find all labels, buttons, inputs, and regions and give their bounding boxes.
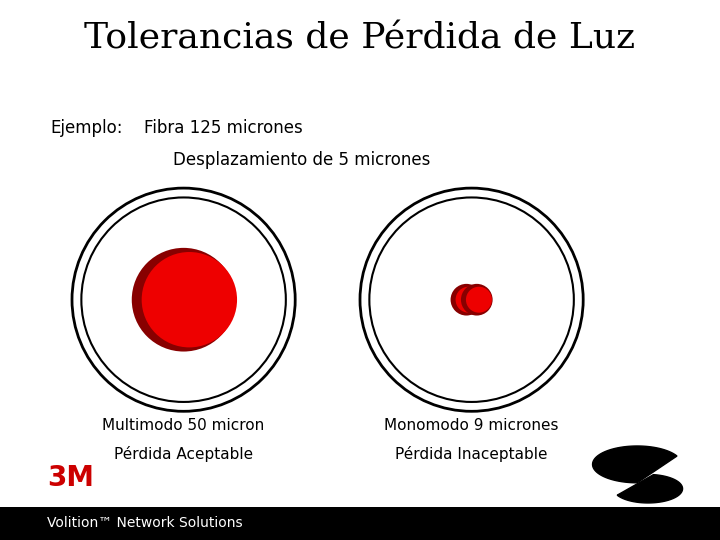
Text: 3M: 3M [47,464,94,492]
Ellipse shape [466,287,492,313]
Text: Tolerancias de Pérdida de Luz: Tolerancias de Pérdida de Luz [84,22,636,56]
Ellipse shape [142,252,237,347]
Ellipse shape [132,248,235,352]
Ellipse shape [461,284,492,315]
Text: Pérdida Aceptable: Pérdida Aceptable [114,446,253,462]
FancyBboxPatch shape [0,507,720,540]
Ellipse shape [628,451,654,477]
Text: Desplazamiento de 5 micrones: Desplazamiento de 5 micrones [173,151,430,169]
Text: Pérdida Inaceptable: Pérdida Inaceptable [395,446,548,462]
Ellipse shape [360,188,583,411]
Text: Volition™ Network Solutions: Volition™ Network Solutions [47,516,243,530]
Ellipse shape [456,287,482,313]
Ellipse shape [451,284,482,315]
Text: Fibra 125 micrones: Fibra 125 micrones [144,119,302,137]
Ellipse shape [72,188,295,411]
Polygon shape [617,475,683,503]
Text: Multimodo 50 micron: Multimodo 50 micron [102,418,265,434]
Polygon shape [593,446,677,483]
Text: Ejemplo:: Ejemplo: [50,119,123,137]
Text: Monomodo 9 micrones: Monomodo 9 micrones [384,418,559,434]
